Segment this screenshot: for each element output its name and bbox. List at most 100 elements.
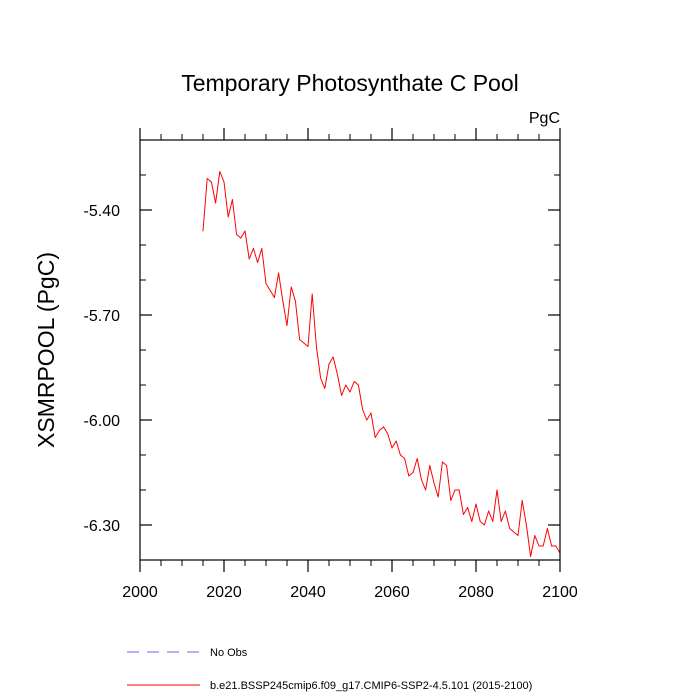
data-point (555, 545, 557, 547)
data-point (227, 216, 229, 218)
data-point (320, 377, 321, 379)
data-point (358, 384, 359, 386)
data-point (467, 507, 468, 508)
data-point (429, 465, 431, 466)
plot-frame (139, 139, 561, 561)
data-point (215, 202, 217, 204)
data-point (269, 290, 271, 291)
data-point (328, 363, 330, 365)
series-line-0 (202, 171, 561, 557)
data-point (282, 300, 284, 302)
y-tick-label: -5.40 (84, 203, 121, 220)
data-point (236, 234, 238, 235)
data-point (492, 521, 494, 522)
data-point (253, 248, 254, 249)
data-point (290, 286, 292, 288)
data-point (211, 181, 212, 183)
data-point (383, 426, 384, 428)
data-point (551, 545, 552, 547)
data-point (534, 535, 536, 536)
data-point (488, 510, 489, 512)
data-point (538, 545, 540, 547)
data-point (475, 503, 477, 505)
data-point (332, 356, 334, 358)
data-point (433, 482, 435, 484)
data-point (391, 447, 393, 449)
data-point (471, 521, 473, 522)
data-point (244, 230, 246, 232)
data-point (437, 496, 439, 498)
data-point (223, 181, 225, 183)
x-tick-label: 2060 (374, 584, 410, 601)
data-point (547, 528, 548, 529)
data-point (307, 346, 309, 347)
data-point (421, 479, 422, 480)
data-point (400, 454, 401, 456)
data-point (366, 419, 368, 421)
data-point (303, 342, 305, 344)
data-point (505, 510, 506, 512)
data-point (542, 545, 544, 547)
legend-no-obs-label: No Obs (210, 647, 248, 659)
data-point (265, 283, 267, 284)
data-point (278, 272, 279, 274)
data-point (274, 297, 275, 298)
data-point (416, 458, 418, 459)
data-point (379, 430, 380, 431)
data-point (370, 412, 372, 414)
data-point (500, 521, 502, 522)
data-point (311, 293, 313, 295)
data-point (362, 409, 363, 410)
data-point (404, 458, 405, 459)
data-point (513, 531, 515, 533)
data-point (349, 391, 351, 393)
data-point (374, 437, 376, 438)
data-point (286, 325, 288, 326)
data-point (521, 500, 523, 501)
data-point (526, 524, 527, 526)
data-point (395, 440, 397, 442)
units-label: PgC (529, 110, 560, 127)
data-point (446, 465, 447, 466)
y-tick-label: -5.70 (84, 308, 121, 325)
data-point (299, 339, 300, 340)
legend-series-label: b.e21.BSSP245cmip6.f09_g17.CMIP6-SSP2-4.… (210, 680, 532, 692)
chart-title: Temporary Photosynthate C Pool (181, 70, 519, 96)
y-axis-label: XSMRPOOL (PgC) (33, 252, 59, 448)
data-point (232, 199, 233, 200)
data-point (454, 489, 456, 491)
axis-tick-labels: 2000 2020 2040 2060 2080 2100 -5.40 -5.70 -6.00 -… (84, 203, 578, 601)
data-point (206, 178, 208, 179)
data-point (324, 388, 326, 389)
data-point (442, 461, 443, 463)
data-point (450, 500, 452, 501)
data-point (509, 528, 510, 529)
data-point (496, 489, 498, 491)
x-tick-label: 2100 (542, 584, 578, 601)
data-point (479, 521, 481, 522)
x-tick-label: 2080 (458, 584, 494, 601)
data-point (219, 171, 221, 172)
data-point (353, 381, 355, 382)
data-point (425, 489, 426, 491)
data-point (240, 237, 242, 239)
data-point (387, 433, 389, 435)
data-point (248, 258, 250, 260)
data-point (408, 475, 410, 477)
x-tick-label: 2040 (290, 584, 326, 601)
y-tick-label: -6.30 (84, 518, 121, 535)
axis-ticks (139, 128, 561, 572)
x-tick-label: 2020 (206, 584, 242, 601)
x-tick-label: 2000 (122, 584, 158, 601)
data-point (517, 535, 519, 536)
data-point (316, 346, 317, 347)
data-point (337, 374, 338, 375)
data-point (484, 524, 485, 526)
data-point (261, 248, 263, 249)
plot-area (202, 171, 561, 557)
data-point (341, 395, 342, 396)
data-point (345, 384, 347, 386)
legend: No Obs b.e21.BSSP245cmip6.f09_g17.CMIP6-… (127, 647, 532, 692)
data-point (458, 489, 460, 491)
